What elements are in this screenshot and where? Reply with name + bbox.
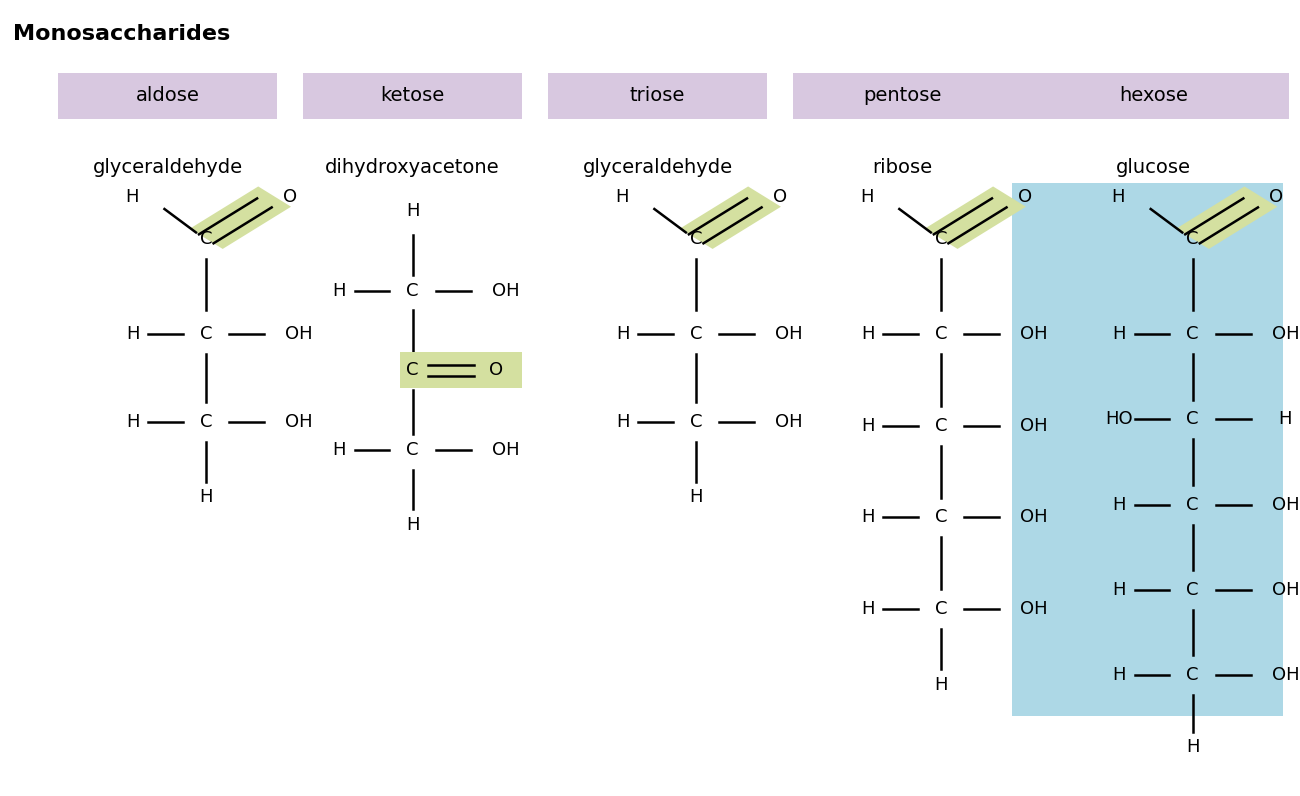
Text: C: C	[200, 413, 212, 431]
Text: OH: OH	[1271, 496, 1299, 513]
Text: H: H	[615, 188, 629, 206]
Text: OH: OH	[1020, 600, 1048, 618]
Text: H: H	[199, 489, 213, 506]
Text: triose: triose	[629, 86, 685, 105]
Text: O: O	[1018, 188, 1032, 205]
Text: C: C	[1187, 581, 1199, 599]
Polygon shape	[1176, 186, 1278, 249]
Text: H: H	[1279, 411, 1292, 428]
Text: C: C	[1187, 411, 1199, 428]
Text: C: C	[1187, 666, 1199, 684]
Text: C: C	[1187, 230, 1199, 248]
Text: OH: OH	[491, 441, 519, 458]
Text: aldose: aldose	[135, 86, 199, 105]
Text: O: O	[283, 188, 298, 205]
Text: H: H	[126, 326, 139, 343]
FancyBboxPatch shape	[1011, 73, 1296, 119]
Text: H: H	[406, 517, 420, 534]
Text: C: C	[935, 600, 948, 618]
Polygon shape	[924, 186, 1026, 249]
Text: H: H	[1113, 496, 1126, 513]
Text: ketose: ketose	[381, 86, 445, 105]
FancyBboxPatch shape	[1011, 183, 1283, 716]
Polygon shape	[190, 186, 291, 249]
FancyBboxPatch shape	[399, 352, 523, 388]
FancyBboxPatch shape	[303, 73, 523, 119]
Text: C: C	[407, 282, 419, 299]
Text: H: H	[126, 413, 139, 431]
Text: pentose: pentose	[863, 86, 941, 105]
Text: OH: OH	[1271, 326, 1299, 343]
Text: C: C	[1187, 326, 1199, 343]
Text: ribose: ribose	[872, 158, 932, 177]
Text: H: H	[616, 413, 629, 431]
Text: H: H	[616, 326, 629, 343]
Text: OH: OH	[1020, 326, 1048, 343]
Text: H: H	[935, 676, 948, 693]
Text: Monosaccharides: Monosaccharides	[13, 24, 230, 44]
FancyBboxPatch shape	[793, 73, 1011, 119]
Text: HO: HO	[1105, 411, 1132, 428]
Text: H: H	[1113, 581, 1126, 599]
Text: O: O	[1269, 188, 1283, 205]
Text: OH: OH	[775, 413, 803, 431]
Text: C: C	[690, 230, 702, 248]
Text: H: H	[861, 326, 875, 343]
Text: glucose: glucose	[1117, 158, 1191, 177]
Text: hexose: hexose	[1119, 86, 1188, 105]
Polygon shape	[680, 186, 781, 249]
Text: OH: OH	[285, 413, 313, 431]
Text: H: H	[1113, 666, 1126, 684]
Text: H: H	[689, 489, 703, 506]
FancyBboxPatch shape	[547, 73, 767, 119]
Text: C: C	[935, 230, 948, 248]
Text: C: C	[935, 326, 948, 343]
Text: OH: OH	[491, 282, 519, 299]
Text: H: H	[333, 441, 346, 458]
Text: C: C	[1187, 496, 1199, 513]
FancyBboxPatch shape	[58, 73, 277, 119]
Text: H: H	[861, 188, 874, 206]
Text: C: C	[690, 413, 702, 431]
Text: H: H	[126, 188, 139, 206]
Text: H: H	[861, 509, 875, 526]
Text: dihydroxyacetone: dihydroxyacetone	[325, 158, 500, 177]
Text: glyceraldehyde: glyceraldehyde	[92, 158, 243, 177]
Text: C: C	[690, 326, 702, 343]
Text: C: C	[407, 441, 419, 458]
Text: H: H	[1112, 188, 1126, 206]
Text: OH: OH	[1020, 509, 1048, 526]
Text: OH: OH	[1271, 581, 1299, 599]
Text: C: C	[407, 361, 419, 379]
Text: O: O	[489, 361, 503, 379]
Text: C: C	[200, 230, 212, 248]
Text: H: H	[1113, 326, 1126, 343]
Text: glyceraldehyde: glyceraldehyde	[582, 158, 733, 177]
Text: OH: OH	[1271, 666, 1299, 684]
Text: H: H	[1186, 738, 1200, 755]
Text: H: H	[333, 282, 346, 299]
Text: OH: OH	[775, 326, 803, 343]
Text: C: C	[935, 417, 948, 435]
Text: C: C	[200, 326, 212, 343]
Text: H: H	[406, 202, 420, 220]
Text: OH: OH	[285, 326, 313, 343]
Text: OH: OH	[1020, 417, 1048, 435]
Text: C: C	[935, 509, 948, 526]
Text: H: H	[861, 417, 875, 435]
Text: H: H	[861, 600, 875, 618]
Text: O: O	[774, 188, 786, 205]
